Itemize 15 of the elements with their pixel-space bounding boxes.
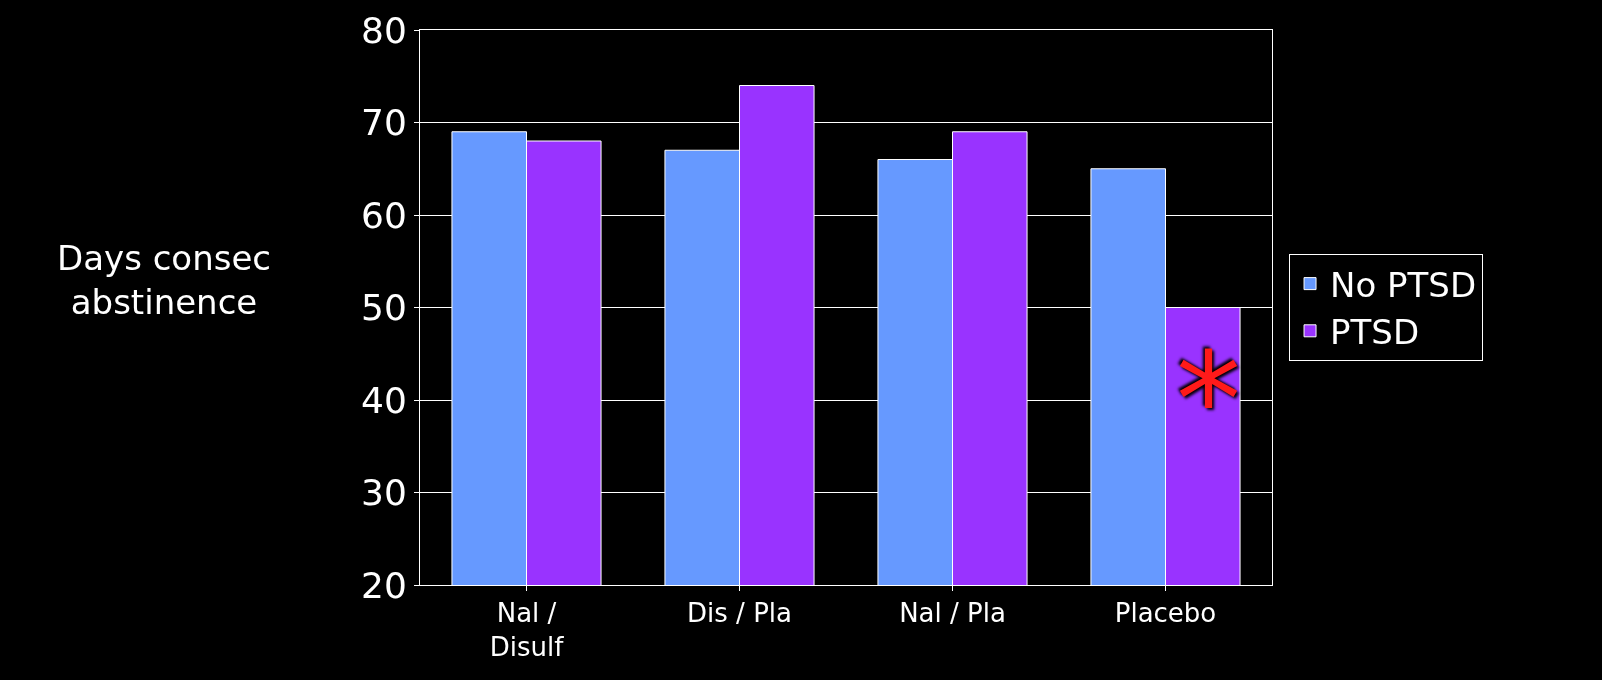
y-tick-label: 50 bbox=[360, 287, 407, 329]
x-tick-label: Nal / Disulf bbox=[489, 598, 565, 662]
x-tick-label: Nal / Pla bbox=[899, 598, 1006, 629]
legend-label: PTSD bbox=[1330, 312, 1420, 353]
y-axis-title: Days consec abstinence bbox=[57, 238, 272, 323]
legend-label: No PTSD bbox=[1330, 264, 1477, 305]
y-tick-label: 30 bbox=[360, 472, 407, 514]
y-tick-label: 60 bbox=[360, 194, 407, 236]
y-tick-label: 70 bbox=[360, 102, 407, 144]
x-tick-label: Dis / Pla bbox=[687, 598, 792, 629]
y-tick-label: 40 bbox=[360, 379, 407, 421]
y-tick-label: 20 bbox=[360, 564, 407, 606]
x-tick-label: Placebo bbox=[1114, 598, 1217, 629]
annotation: * bbox=[1176, 324, 1241, 476]
y-tick-label: 80 bbox=[360, 9, 407, 51]
